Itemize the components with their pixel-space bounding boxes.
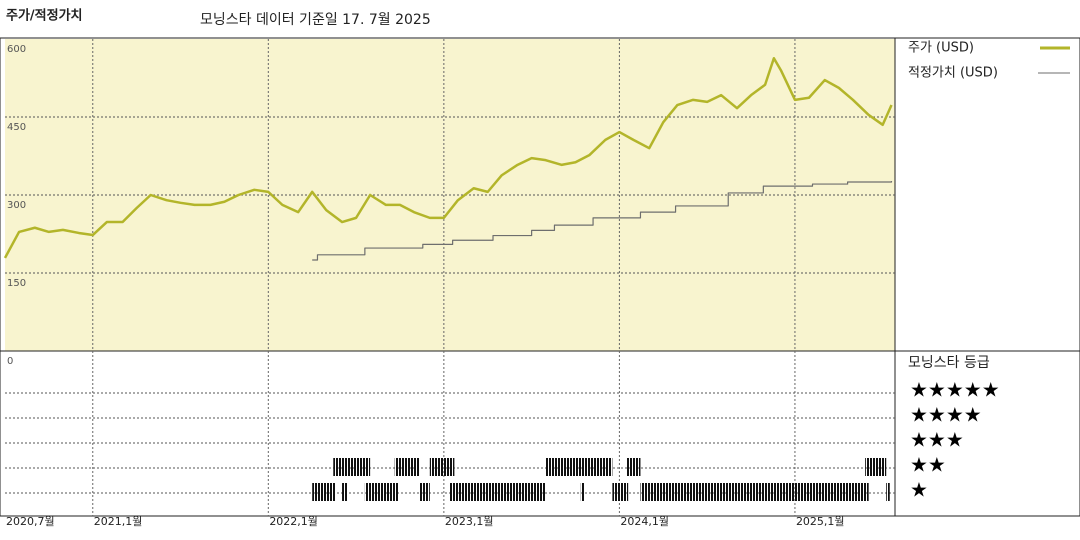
y-tick-label: 450 bbox=[7, 122, 26, 133]
rating-bar bbox=[545, 458, 613, 476]
x-tick-label: 2020,7월 bbox=[6, 515, 55, 528]
y-tick-label: 300 bbox=[7, 200, 26, 211]
rating-title: 모닝스타 등급 bbox=[908, 355, 990, 371]
rating-bar bbox=[333, 458, 371, 476]
rating-bar bbox=[886, 483, 890, 501]
frame bbox=[0, 37, 1080, 517]
rating-bar bbox=[626, 458, 641, 476]
legend-label: 주가 (USD) bbox=[908, 41, 974, 56]
rating-bar bbox=[640, 483, 869, 501]
rating-bar bbox=[429, 458, 455, 476]
series-line bbox=[312, 180, 893, 261]
x-tick-label: 2024,1월 bbox=[620, 515, 669, 528]
rating-label: ★★★★ bbox=[910, 403, 982, 427]
chart-title: 주가/적정가치 bbox=[6, 8, 83, 24]
rating-label: ★★ bbox=[910, 453, 946, 477]
y-tick-label: 0 bbox=[7, 356, 13, 367]
rating-bar bbox=[449, 483, 546, 501]
rating-bar bbox=[394, 458, 420, 476]
rating-bar bbox=[580, 483, 585, 501]
y-tick-label: 150 bbox=[7, 278, 26, 289]
rating-bar bbox=[612, 483, 629, 501]
x-tick-label: 2021,1월 bbox=[94, 515, 143, 528]
rating-label: ★★★★★ bbox=[910, 378, 1000, 402]
x-tick-label: 2022,1월 bbox=[269, 515, 318, 528]
y-tick-label: 600 bbox=[7, 44, 26, 55]
subtitle: 모닝스타 데이터 기준일 17. 7월 2025 bbox=[200, 12, 431, 28]
rating-bar bbox=[312, 483, 336, 501]
rating-bar bbox=[865, 458, 887, 476]
rating-label: ★★★ bbox=[910, 428, 964, 452]
series-line bbox=[3, 56, 893, 259]
rating-label: ★ bbox=[910, 478, 928, 502]
x-tick-label: 2025,1월 bbox=[796, 515, 845, 528]
rating-bar bbox=[364, 483, 399, 501]
rating-bar bbox=[342, 483, 348, 501]
rating-bar bbox=[419, 483, 430, 501]
legend-label: 적정가치 (USD) bbox=[908, 66, 998, 81]
x-tick-label: 2023,1월 bbox=[445, 515, 494, 528]
